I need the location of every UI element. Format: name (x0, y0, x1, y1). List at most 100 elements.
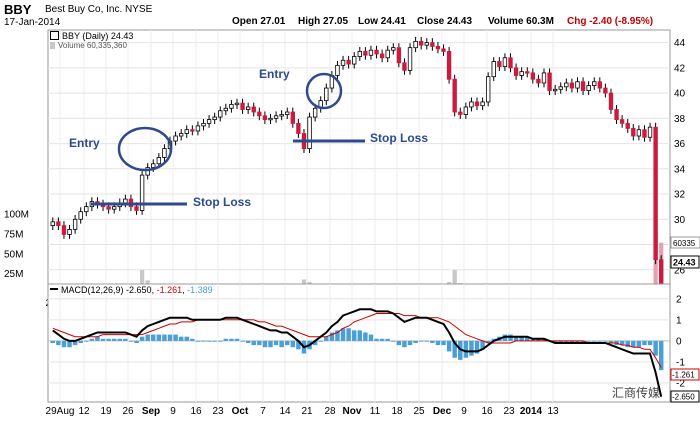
candlestick (625, 118, 630, 133)
x-tick-label-bottom: 2014 (520, 406, 543, 417)
candlestick (458, 107, 463, 119)
macd-histogram-bar (647, 340, 653, 346)
candlestick (190, 125, 195, 136)
candle-down (441, 48, 446, 52)
candle-down (569, 82, 575, 89)
candle-up (78, 211, 83, 220)
candle-up (491, 61, 496, 78)
candle-up (184, 129, 189, 134)
entry-label-1: Entry (69, 136, 100, 150)
candlestick (240, 98, 245, 114)
x-tick-label-bottom: 18 (391, 406, 403, 417)
time-gridlines (59, 30, 554, 295)
x-tick-label-bottom: 16 (190, 406, 202, 417)
macd-histogram-bar (195, 340, 201, 342)
candlestick (139, 170, 145, 215)
candlestick (251, 102, 256, 117)
candlestick (603, 83, 608, 98)
x-tick-label-bottom: 13 (547, 406, 559, 417)
candlestick (636, 125, 642, 141)
candlestick (307, 112, 312, 154)
candle-up (558, 86, 563, 90)
x-tick-label-bottom: Dec (433, 406, 452, 417)
candle-up (385, 49, 390, 59)
candle-down (134, 206, 139, 211)
macd-histogram-bar (575, 340, 580, 343)
candlestick (206, 115, 212, 128)
candlestick (268, 113, 273, 125)
macd-histogram-bar (413, 340, 418, 343)
candle-down (251, 106, 256, 113)
candlestick (569, 78, 575, 93)
candlestick (513, 63, 519, 80)
macd-histogram-bar (525, 336, 530, 341)
candle-down (190, 129, 195, 132)
macd-histogram-bar (296, 340, 301, 350)
high-value: High 27.05 (298, 16, 349, 27)
candlestick (614, 105, 619, 125)
macd-legend-name: MACD(12,26,9) (61, 285, 124, 295)
macd-histogram-bar (485, 340, 491, 343)
macd-histogram-bar (184, 336, 189, 341)
volume-tick-label: 50M (4, 249, 23, 260)
candle-down (530, 72, 536, 80)
candlestick (597, 77, 602, 93)
candle-down (430, 42, 435, 47)
x-tick-label-bottom: Nov (343, 406, 362, 417)
volume-bar (139, 270, 145, 294)
macd-histogram-bar (95, 336, 100, 341)
candlestick (491, 57, 496, 82)
candle-up (469, 101, 474, 108)
candle-up (575, 81, 580, 89)
price-tick-label: 32 (674, 190, 686, 201)
macd-histogram-bar (223, 338, 229, 341)
candlestick (184, 125, 189, 138)
macd-histogram-bar (173, 334, 178, 341)
candle-up (312, 107, 318, 118)
candle-up (352, 56, 357, 65)
candlestick (525, 67, 530, 78)
macd-histogram-bar (106, 338, 111, 341)
candle-up (647, 126, 653, 138)
macd-histogram-bar (151, 334, 156, 341)
macd-histogram-bar (569, 340, 575, 343)
macd-axis-ticks: -2 -1 0 1 2 (676, 294, 685, 389)
macd-tick-label: -1 (676, 357, 685, 368)
macd-tick-label: 0 (676, 336, 682, 347)
candle-down (257, 111, 262, 117)
entry-circle-2 (305, 72, 343, 110)
macd-histogram-bar (631, 340, 636, 348)
candle-up (212, 116, 217, 120)
macd-legend-v1: -2.650 (126, 285, 152, 295)
macd-histogram-bar (597, 340, 603, 342)
candlestick (419, 36, 424, 50)
candle-up (206, 119, 212, 124)
candle-up (480, 101, 485, 107)
price-tick-label: 36 (674, 139, 686, 150)
candlestick (586, 81, 591, 95)
candle-down (106, 206, 111, 210)
candle-up (112, 206, 117, 210)
candlestick (324, 83, 329, 106)
candlestick (285, 107, 290, 119)
candle-down (631, 128, 636, 137)
candlestick (608, 88, 614, 114)
candle-down (580, 81, 586, 91)
volume-tick-label: 25M (4, 269, 23, 280)
macd-histogram-bar (346, 328, 351, 341)
candle-down (603, 87, 608, 94)
macd-histogram-bar (564, 340, 569, 343)
candle-down (262, 115, 268, 120)
x-tick-label-bottom: 9 (170, 406, 176, 417)
x-tick-label-bottom: 16 (481, 406, 493, 417)
candle-up (234, 102, 240, 106)
macd-histogram-bar (463, 340, 469, 358)
candlestick (234, 98, 240, 109)
candlestick (218, 106, 223, 122)
volume-value: Volume 60.3M (488, 16, 554, 27)
candle-up (307, 116, 312, 150)
candle-up (463, 106, 469, 115)
macd-histogram-bar (178, 336, 184, 341)
signal-last-box (670, 368, 700, 381)
